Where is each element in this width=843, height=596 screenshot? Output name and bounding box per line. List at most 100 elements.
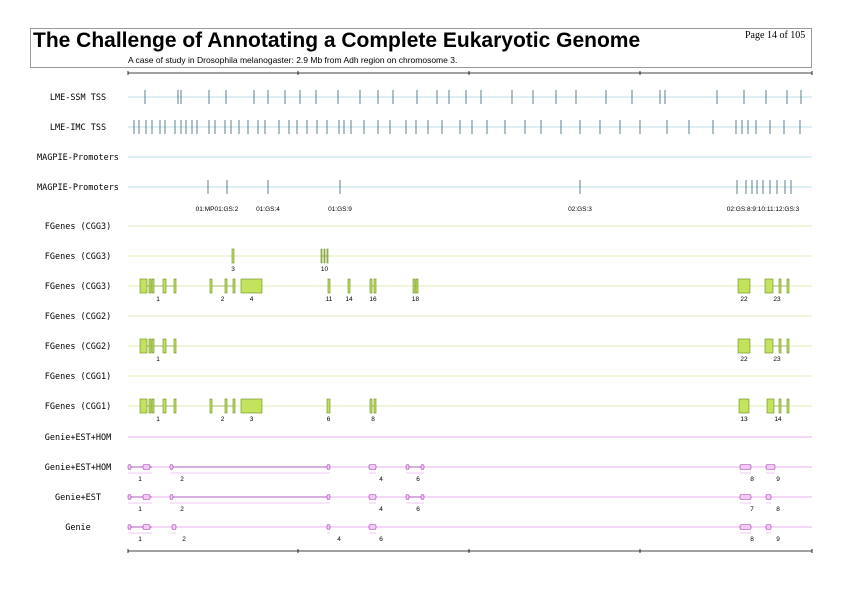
subtitle: A case of study in Drosophila melanogast… [128,55,458,65]
promoter-label: 01:MP01:GS:2 [196,206,239,213]
gene-exon [786,338,790,354]
gene-exon [151,278,155,294]
track-label: LME-SSM TSS [50,93,106,103]
track-label: FGenes (CGG1) [45,372,112,382]
gene-label: 11 [326,296,333,303]
gene-label: 3 [231,266,235,273]
track-label: Genie+EST+HOM [45,433,112,443]
track-label: Genie+EST [55,493,101,503]
genie-label: 1 [138,476,142,483]
promoter-label: 02:GS:8:9:10:11:12:GS:3 [727,206,800,213]
genie-label: 4 [379,506,383,513]
track-label: FGenes (CGG2) [45,312,112,322]
track-label: MAGPIE-Promoters [37,153,119,163]
gene-exon [323,248,326,264]
track-label: FGenes (CGG2) [45,342,112,352]
gene-label: 14 [774,416,782,423]
genie-exon [765,524,772,530]
genie-exon [765,464,776,470]
gene-exon [778,278,782,294]
gene-exon [240,398,263,414]
track-label: Genie+EST+HOM [45,463,112,473]
gene-label: 23 [773,296,781,303]
gene-exon [766,398,775,414]
genie-label: 9 [776,536,780,543]
title-box [30,28,812,68]
gene-label: 6 [327,416,331,423]
gene-label: 1 [156,416,160,423]
gene-exon [369,278,373,294]
genie-label: 6 [416,476,420,483]
gene-label: 16 [369,296,377,303]
gene-label: 8 [371,416,375,423]
gene-exon [148,338,152,354]
gene-label: 1 [156,296,160,303]
gene-exon [786,278,790,294]
genie-exon [368,494,377,500]
gene-exon [173,278,177,294]
genie-label: 6 [416,506,420,513]
genie-exon [142,524,151,530]
gene-exon [162,338,167,354]
track-label: FGenes (CGG3) [45,252,112,262]
gene-exon [326,248,329,264]
gene-label: 18 [412,296,420,303]
track-label: Genie [65,523,91,533]
gene-exon [139,278,148,294]
gene-label: 23 [773,356,781,363]
genie-exon [420,494,425,500]
gene-exon [224,278,228,294]
genie-label: 7 [750,506,754,513]
genie-exon [127,494,132,500]
page-title: The Challenge of Annotating a Complete E… [33,29,641,52]
gene-label: 1 [156,356,160,363]
gene-exon [778,338,782,354]
gene-label: 10 [321,266,329,273]
genie-exon [142,464,151,470]
genie-label: 4 [337,536,341,543]
gene-exon [173,398,177,414]
gene-label: 2 [221,416,225,423]
genie-label: 1 [138,506,142,513]
gene-exon [151,398,155,414]
gene-exon [240,278,263,294]
gene-exon [224,398,228,414]
gene-label: 3 [250,416,254,423]
gene-label: 14 [345,296,353,303]
gene-exon [764,278,774,294]
gene-exon [778,398,782,414]
gene-exon [320,248,323,264]
gene-label: 22 [740,296,748,303]
gene-label: 4 [250,296,254,303]
track-label: MAGPIE-Promoters [37,183,119,193]
genie-label: 1 [138,536,142,543]
gene-exon [373,398,377,414]
genie-exon [739,464,752,470]
genie-exon [127,464,132,470]
genie-exon [368,524,377,530]
gene-exon [148,398,152,414]
gene-exon [139,398,148,414]
gene-exon [173,338,177,354]
genie-exon [326,524,331,530]
track-label: FGenes (CGG3) [45,222,112,232]
genie-label: 8 [750,476,754,483]
genie-exon [326,494,331,500]
gene-exon [232,278,236,294]
gene-exon [139,338,148,354]
genie-exon [739,524,752,530]
genie-exon [368,464,377,470]
genie-exon [405,464,410,470]
gene-exon [151,338,155,354]
genie-exon [420,464,425,470]
gene-exon [786,398,790,414]
gene-exon [737,338,751,354]
genie-label: 8 [750,536,754,543]
genie-label: 6 [379,536,383,543]
gene-exon [232,398,236,414]
gene-exon [764,338,774,354]
gene-label: 2 [221,296,225,303]
gene-exon [412,278,416,294]
